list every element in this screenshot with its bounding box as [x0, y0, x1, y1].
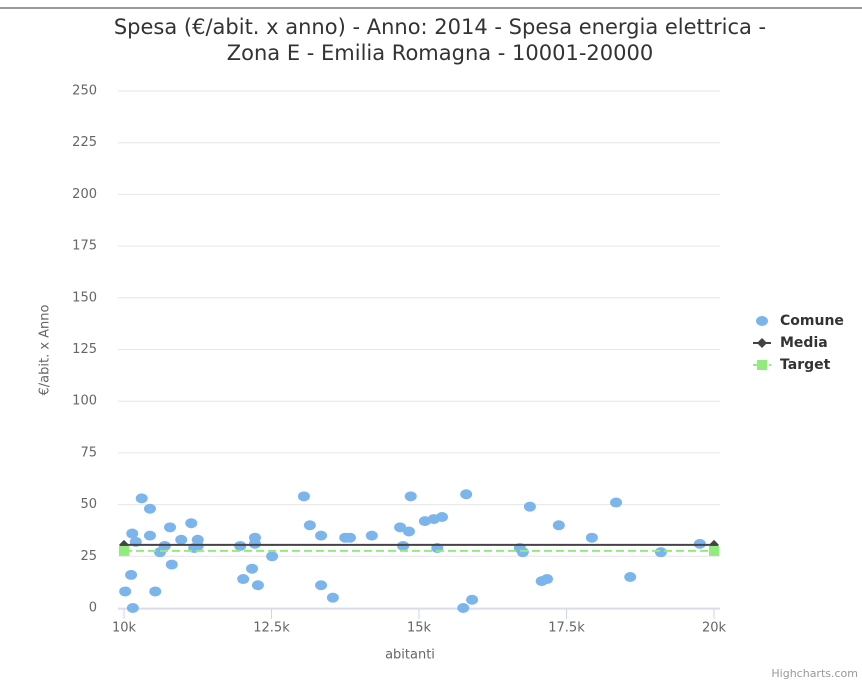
y-tick-label: 100 — [72, 394, 97, 409]
x-tick-label: 17.5k — [548, 621, 585, 636]
point — [175, 534, 188, 545]
point — [297, 491, 310, 502]
x-axis-label: abitanti — [385, 648, 435, 663]
point — [404, 491, 417, 502]
point — [143, 503, 156, 514]
x-tick-label: 12.5k — [253, 621, 290, 636]
point — [460, 489, 473, 500]
point — [303, 520, 316, 531]
y-tick-label: 50 — [80, 497, 97, 512]
point — [126, 603, 139, 613]
point — [610, 497, 623, 508]
point — [365, 530, 378, 541]
point — [585, 532, 598, 543]
x-tick-label: 15k — [407, 621, 432, 636]
point — [125, 569, 138, 580]
point — [315, 580, 328, 591]
point — [397, 540, 410, 551]
point — [394, 522, 407, 533]
x-tick-label: 10k — [112, 621, 137, 636]
y-tick-label: 250 — [72, 84, 97, 99]
point — [436, 512, 449, 523]
y-tick-label: 75 — [80, 445, 97, 460]
y-tick-label: 125 — [72, 342, 97, 357]
legend-marker — [757, 360, 767, 370]
point — [756, 316, 768, 326]
y-axis-label: €/abit. x Anno — [38, 304, 53, 395]
point — [552, 520, 565, 531]
point — [523, 501, 536, 512]
marker — [119, 545, 129, 556]
y-tick-label: 25 — [80, 549, 97, 564]
point — [266, 551, 279, 562]
y-tick-label: 225 — [72, 135, 97, 150]
point — [624, 571, 637, 582]
point — [326, 592, 339, 603]
point — [516, 547, 529, 558]
point — [143, 530, 156, 541]
point — [315, 530, 328, 541]
point — [158, 540, 171, 551]
point — [251, 580, 264, 591]
point — [654, 547, 667, 558]
point — [185, 518, 198, 529]
point — [343, 532, 356, 543]
marker — [709, 545, 719, 556]
x-tick-label: 20k — [702, 621, 727, 636]
point — [693, 538, 706, 549]
point — [234, 540, 247, 551]
point — [165, 559, 178, 570]
y-tick-label: 0 — [89, 601, 97, 616]
y-tick-label: 175 — [72, 239, 97, 254]
point — [237, 574, 250, 585]
legend-label: Comune — [780, 313, 844, 329]
credits: Highcharts.com — [771, 667, 858, 680]
point — [164, 522, 177, 533]
point — [402, 526, 415, 537]
point — [149, 586, 162, 597]
point — [248, 538, 261, 549]
point — [191, 540, 204, 551]
y-tick-label: 150 — [72, 290, 97, 305]
point — [135, 493, 148, 504]
point — [457, 603, 470, 613]
point — [466, 594, 479, 605]
legend-label: Target — [780, 357, 831, 373]
chart-title: Spesa (€/abit. x anno) - Anno: 2014 - Sp… — [113, 15, 767, 65]
point — [246, 563, 259, 574]
y-tick-label: 200 — [72, 187, 97, 202]
point — [119, 586, 132, 597]
point — [126, 528, 139, 539]
point — [541, 574, 554, 585]
legend-marker — [757, 338, 767, 348]
legend-label: Media — [780, 335, 828, 351]
